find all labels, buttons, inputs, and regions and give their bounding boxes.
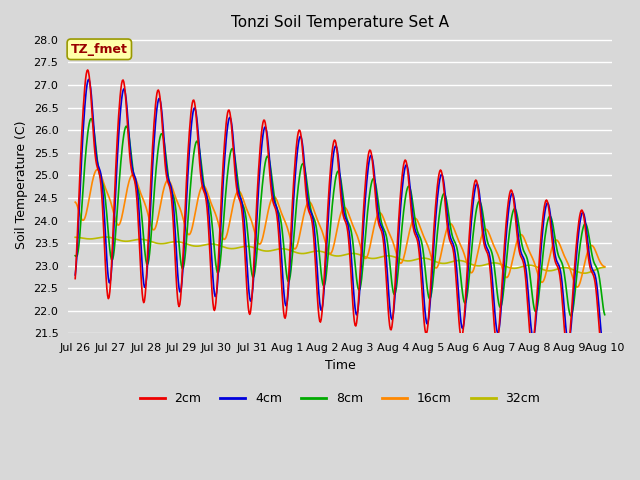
X-axis label: Time: Time	[324, 359, 355, 372]
Text: TZ_fmet: TZ_fmet	[71, 43, 128, 56]
Legend: 2cm, 4cm, 8cm, 16cm, 32cm: 2cm, 4cm, 8cm, 16cm, 32cm	[134, 387, 545, 410]
Title: Tonzi Soil Temperature Set A: Tonzi Soil Temperature Set A	[231, 15, 449, 30]
Y-axis label: Soil Temperature (C): Soil Temperature (C)	[15, 120, 28, 249]
